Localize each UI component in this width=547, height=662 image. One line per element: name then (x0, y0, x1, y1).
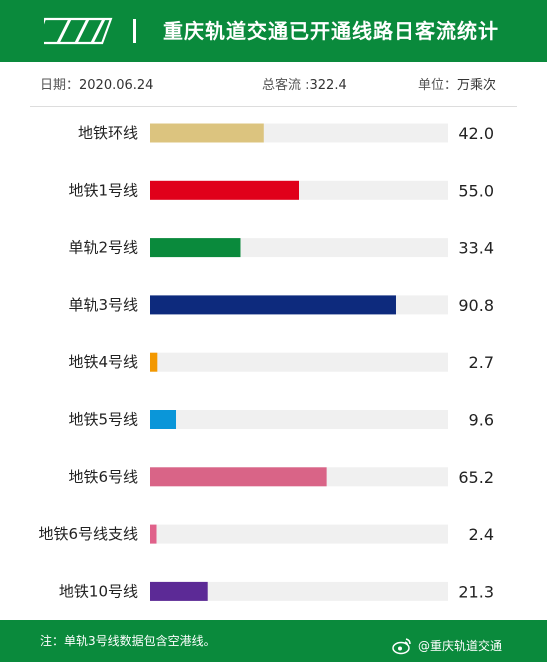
value-label: 65.2 (458, 468, 494, 487)
value-label: 42.0 (458, 124, 494, 143)
value-label: 21.3 (458, 582, 494, 601)
bar (150, 238, 241, 258)
value-label: 9.6 (469, 411, 494, 430)
weibo-account[interactable]: @重庆轨道交通 (392, 636, 503, 656)
header-separator (133, 19, 136, 43)
page-title: 重庆轨道交通已开通线路日客流统计 (163, 19, 499, 43)
date-info: 日期：2020.06.24 (40, 74, 153, 98)
value-label: 55.0 (458, 181, 494, 200)
footer-note: 注：单轨3号线数据包含空港线。 (40, 634, 216, 648)
date-label: 日期： (40, 78, 80, 93)
value-label: 2.4 (469, 525, 494, 544)
bar-track (150, 581, 448, 601)
unit-label: 单位： (418, 78, 458, 93)
bar (150, 123, 264, 143)
category-label: 单轨2号线 (68, 239, 138, 257)
category-label: 地铁5号线 (68, 411, 138, 429)
category-label: 地铁6号线支线 (38, 525, 138, 543)
bar (150, 581, 208, 601)
unit-value: 万乘次 (457, 78, 497, 93)
total-label: 总客流 : (262, 78, 310, 93)
value-label: 2.7 (469, 353, 494, 372)
category-label: 地铁4号线 (68, 353, 138, 371)
weibo-handle: @重庆轨道交通 (418, 639, 503, 653)
category-label: 地铁环线 (78, 124, 138, 142)
info-divider (30, 106, 517, 107)
category-label: 单轨3号线 (68, 296, 138, 314)
category-label: 地铁6号线 (68, 468, 138, 486)
category-label: 地铁10号线 (59, 582, 138, 600)
crt-logo-icon (44, 17, 113, 45)
value-label: 90.8 (458, 296, 494, 315)
bar (150, 410, 177, 429)
bar-track (150, 410, 448, 429)
value-label: 33.4 (458, 239, 494, 258)
bar (150, 180, 299, 200)
bar (150, 352, 158, 372)
unit-info: 单位：万乘次 (418, 74, 496, 98)
bar (150, 524, 157, 544)
bar (150, 467, 327, 487)
footer-bar: 注：单轨3号线数据包含空港线。 @重庆轨道交通 (0, 620, 547, 662)
header-bar: 重庆轨道交通已开通线路日客流统计 (0, 0, 547, 62)
category-label: 地铁1号线 (68, 181, 138, 199)
total-value: 322.4 (309, 78, 347, 93)
weibo-icon (392, 638, 411, 655)
ridership-bar-chart: 地铁环线 42.0 地铁1号线 55.0 单轨2号线 33.4 单轨3号线 90.8 地铁4号线… (38, 123, 494, 601)
bar-track (150, 524, 448, 544)
bar (150, 295, 396, 315)
bar-track (150, 352, 448, 372)
date-value: 2020.06.24 (79, 78, 154, 93)
total-info: 总客流 :322.4 (262, 74, 347, 98)
